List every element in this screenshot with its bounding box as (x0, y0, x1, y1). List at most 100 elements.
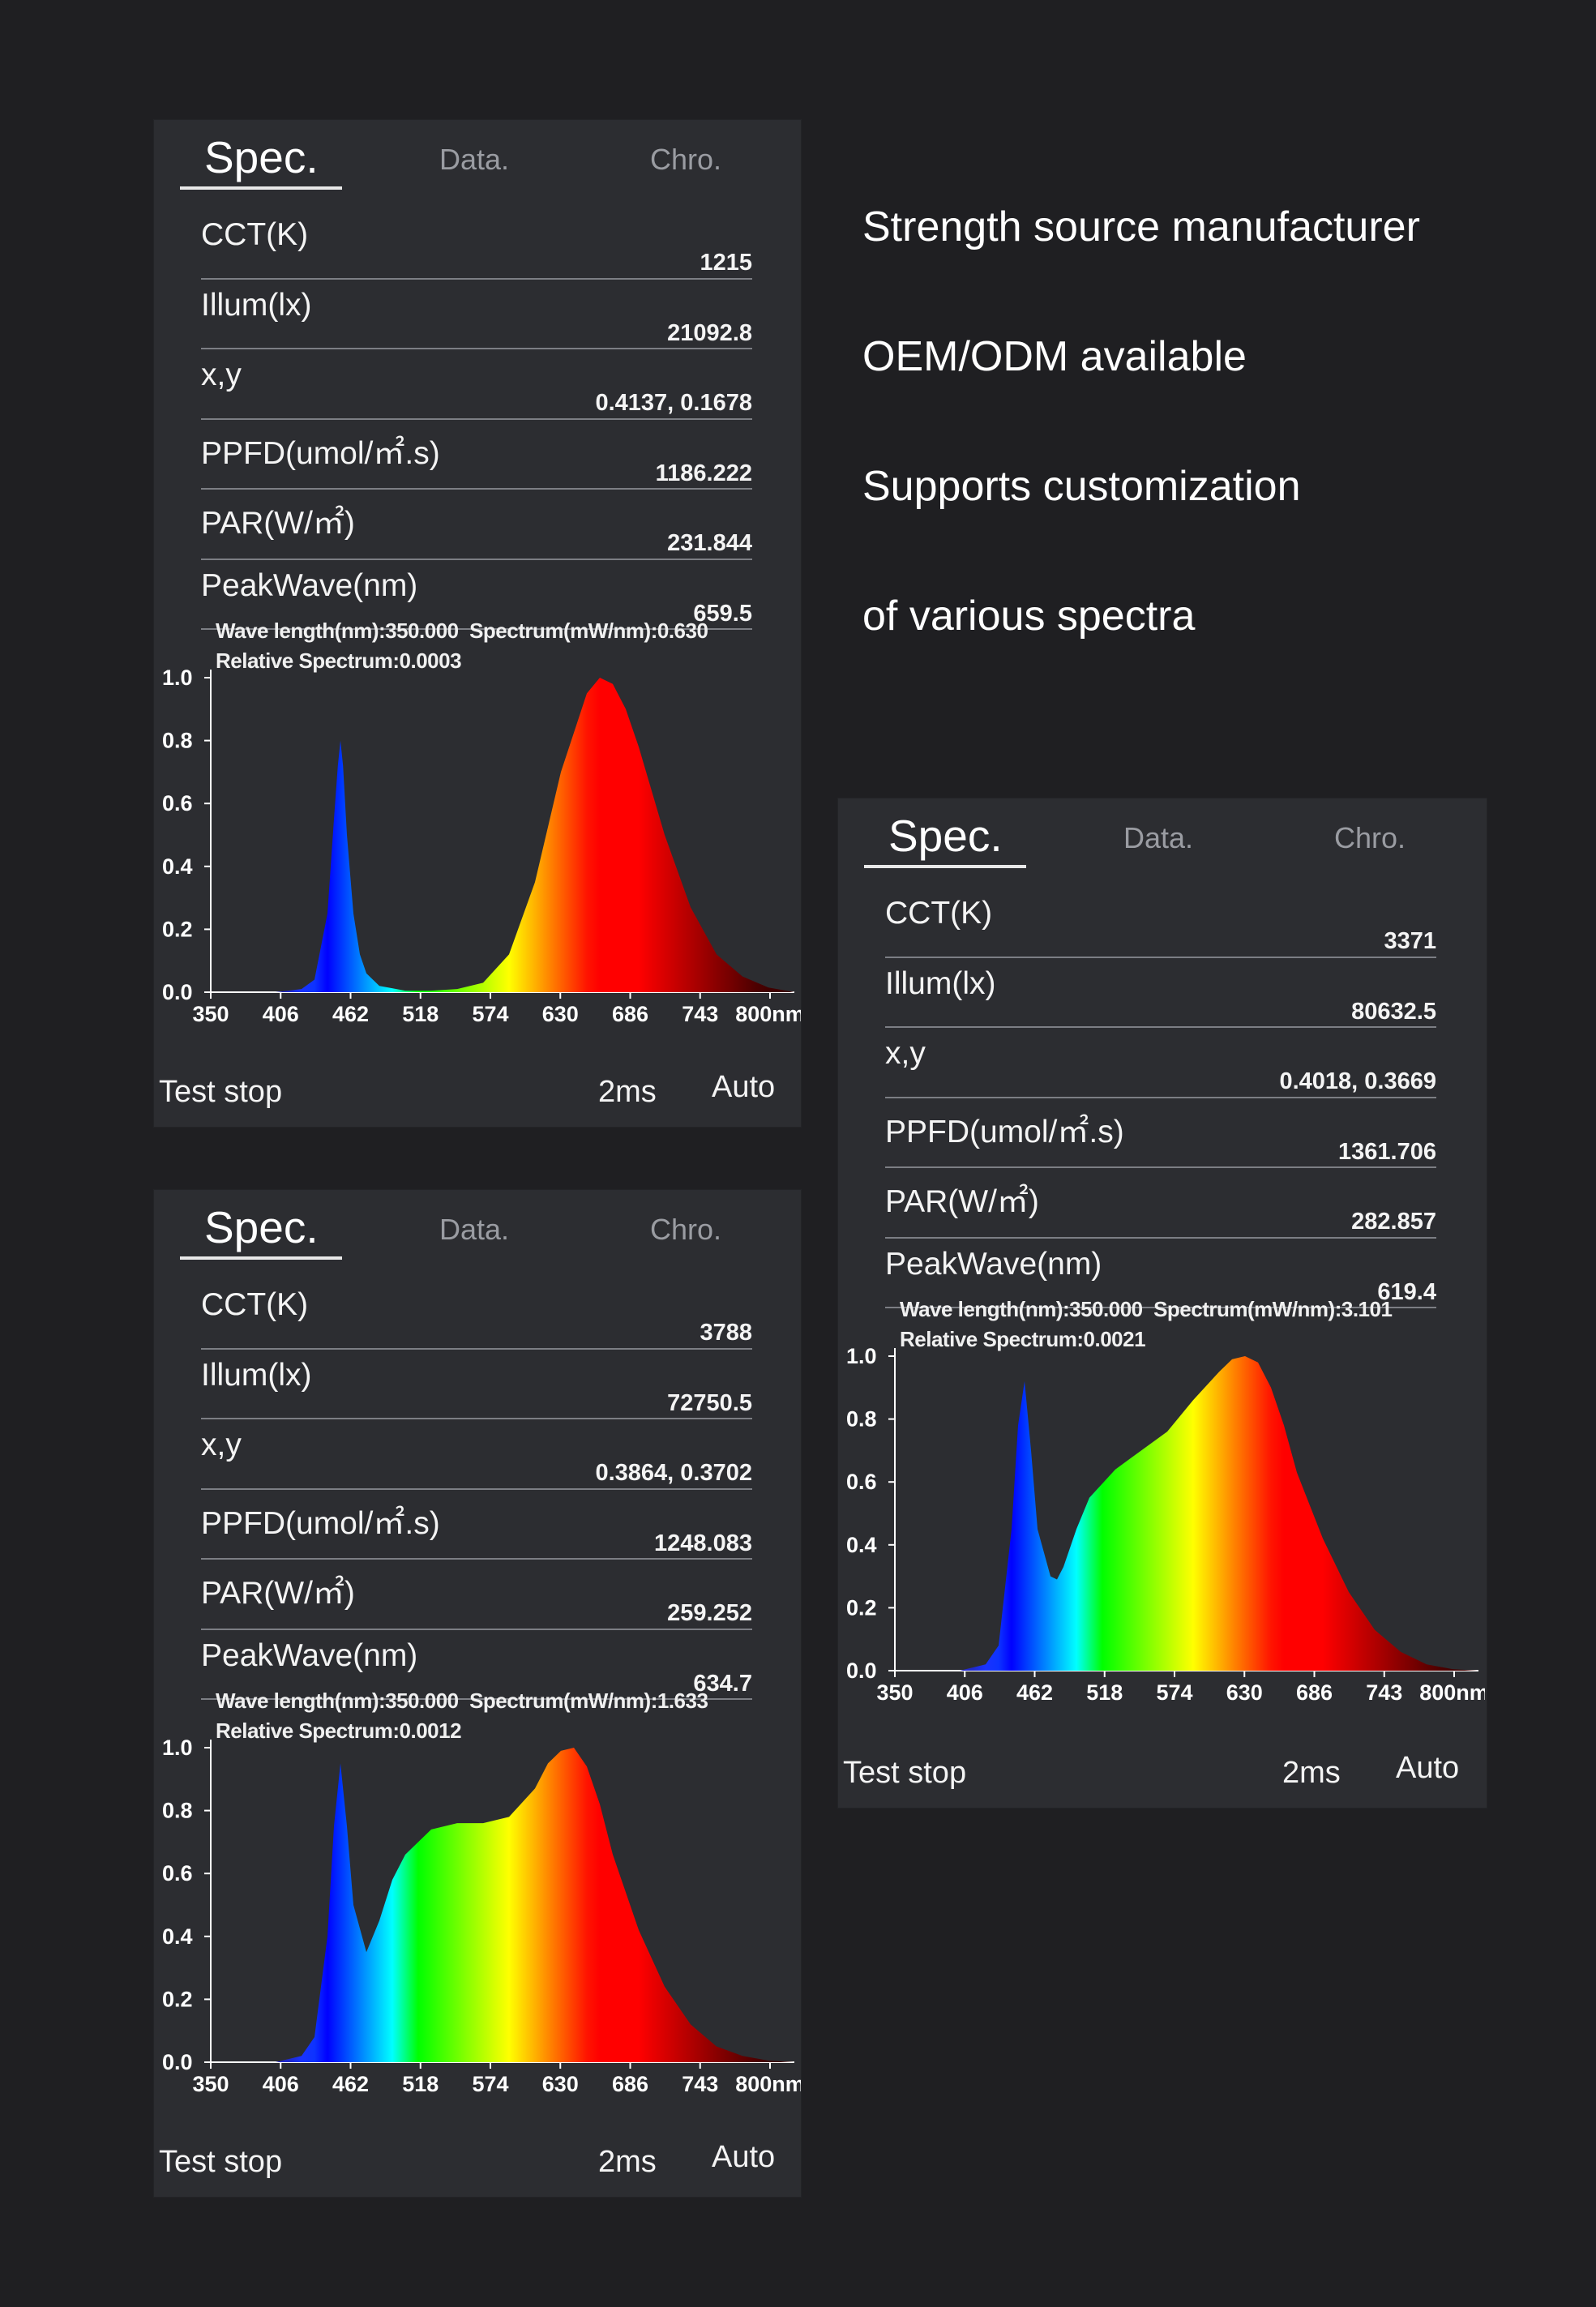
par-label: PAR(W/㎡) (201, 506, 355, 541)
x-tick-label: 686 (612, 1002, 648, 1026)
y-tick-label: 0.6 (162, 1861, 193, 1885)
illum-label: Illum(lx) (885, 965, 996, 1001)
promo-line-3: Supports customization (862, 463, 1301, 510)
peakwave-value: 634.7 (693, 1670, 752, 1697)
tab-data[interactable]: Data. (439, 143, 510, 176)
x-tick-label: 350 (192, 1002, 229, 1026)
tab-data[interactable]: Data. (439, 1213, 510, 1246)
integration-time[interactable]: 2ms (1282, 1756, 1341, 1790)
status-bar: Test stop 2ms Auto (154, 1062, 801, 1127)
peakwave-label: PeakWave(nm) (201, 1637, 418, 1673)
cct-label: CCT(K) (885, 896, 993, 931)
peakwave-value: 619.4 (1377, 1278, 1436, 1305)
ppfd-label: PPFD(umol/㎡.s) (885, 1114, 1124, 1149)
y-tick-label: 0.8 (846, 1407, 877, 1432)
active-tab-underline (864, 865, 1026, 868)
row-cct: CCT(K) 1215 (201, 209, 752, 280)
row-xy: x,y 0.4018, 0.3669 (885, 1028, 1436, 1098)
test-stop-button[interactable]: Test stop (159, 1075, 283, 1109)
x-tick-label: 686 (1296, 1680, 1333, 1705)
integration-time[interactable]: 2ms (598, 1075, 657, 1109)
row-ppfd: PPFD(umol/㎡.s) 1248.083 (201, 1490, 752, 1560)
tab-chro[interactable]: Chro. (650, 1213, 722, 1246)
xy-label: x,y (201, 1427, 242, 1462)
active-tab-underline (180, 1256, 342, 1260)
spectrum-readout: Spectrum(mW/nm):3.101 (1153, 1297, 1393, 1321)
spectrum-chart: 0.0 0.2 0.4 0.6 0.8 1.0 350 406 462 518 574 630 686 7… (154, 663, 801, 1052)
spectrum-chart: 0.0 0.2 0.4 0.6 0.8 1.0 350 406 462 518 574 630 686 7… (838, 1342, 1485, 1731)
cursor-readout: Wave length(nm):350.000 Spectrum(mW/nm):… (900, 1295, 1393, 1355)
x-tick-label: 743 (682, 2072, 718, 2096)
row-illum: Illum(lx) 80632.5 (885, 958, 1436, 1028)
relative-spectrum-readout: Relative Spectrum:0.0021 (900, 1327, 1146, 1351)
x-tick-label: 406 (263, 1002, 299, 1026)
row-cct: CCT(K) 3788 (201, 1279, 752, 1350)
x-tick-label: 406 (263, 2072, 299, 2096)
tab-spec[interactable]: Spec. (204, 1202, 319, 1252)
x-tick-label: 462 (332, 1002, 369, 1026)
x-tick-label: 350 (876, 1680, 913, 1705)
x-tick-label: 574 (1156, 1680, 1192, 1705)
spectrum-svg: 0.0 0.2 0.4 0.6 0.8 1.0 350 406 462 518 574 630 686 7… (162, 1736, 801, 2096)
status-bar: Test stop 2ms Auto (838, 1743, 1487, 1808)
cursor-readout: Wave length(nm):350.000 Spectrum(mW/nm):… (216, 616, 708, 676)
cct-value: 3371 (1384, 928, 1436, 954)
y-tick-label: 0.2 (162, 917, 193, 941)
x-tick-label: 800nm (735, 2072, 801, 2096)
tab-data[interactable]: Data. (1123, 821, 1194, 854)
x-tick-label: 518 (1086, 1680, 1123, 1705)
auto-mode-button[interactable]: Auto (712, 2140, 776, 2174)
cct-label: CCT(K) (201, 1287, 309, 1322)
spectrum-area (211, 678, 794, 992)
xy-value: 0.3864, 0.3702 (595, 1460, 752, 1486)
test-stop-button[interactable]: Test stop (159, 2145, 283, 2179)
y-tick-label: 0.8 (162, 729, 193, 753)
relative-spectrum-readout: Relative Spectrum:0.0003 (216, 648, 462, 673)
row-ppfd: PPFD(umol/㎡.s) 1186.222 (201, 420, 752, 490)
illum-value: 80632.5 (1351, 998, 1436, 1025)
y-tick-label: 1.0 (162, 1736, 193, 1760)
measurement-list: CCT(K) 3788 Illum(lx) 72750.5 x,y 0.3864, 0… (201, 1279, 752, 1700)
tab-spec[interactable]: Spec. (204, 132, 319, 182)
x-tick-label: 462 (1016, 1680, 1053, 1705)
wavelength-readout: Wave length(nm):350.000 (216, 618, 459, 643)
active-tab-underline (180, 186, 342, 190)
tab-chro[interactable]: Chro. (650, 143, 722, 176)
tab-chro[interactable]: Chro. (1334, 821, 1406, 854)
row-peakwave: PeakWave(nm) 659.5 (201, 560, 752, 630)
ppfd-label: PPFD(umol/㎡.s) (201, 1505, 440, 1541)
par-value: 231.844 (667, 530, 752, 556)
status-bar: Test stop 2ms Auto (154, 2132, 801, 2197)
test-stop-button[interactable]: Test stop (843, 1756, 967, 1790)
row-illum: Illum(lx) 21092.8 (201, 280, 752, 349)
spectrum-area (895, 1356, 1478, 1671)
ppfd-value: 1186.222 (655, 460, 752, 486)
xy-label: x,y (201, 357, 242, 392)
x-tick-label: 800nm (1419, 1680, 1485, 1705)
y-tick-label: 0.2 (846, 1595, 877, 1620)
integration-time[interactable]: 2ms (598, 2145, 657, 2179)
tab-spec[interactable]: Spec. (888, 811, 1003, 861)
auto-mode-button[interactable]: Auto (1396, 1751, 1460, 1785)
promo-line-1: Strength source manufacturer (862, 203, 1420, 250)
y-tick-label: 0.2 (162, 1987, 193, 2011)
xy-value: 0.4137, 0.1678 (595, 390, 752, 416)
cct-value: 1215 (700, 250, 752, 276)
ppfd-label: PPFD(umol/㎡.s) (201, 435, 440, 471)
illum-label: Illum(lx) (201, 1357, 312, 1393)
row-par: PAR(W/㎡) 259.252 (201, 1560, 752, 1630)
row-illum: Illum(lx) 72750.5 (201, 1350, 752, 1419)
row-xy: x,y 0.3864, 0.3702 (201, 1419, 752, 1490)
x-tick-label: 686 (612, 2072, 648, 2096)
spectrum-chart: 0.0 0.2 0.4 0.6 0.8 1.0 350 406 462 518 574 630 686 7… (154, 1733, 801, 2122)
y-tick-label: 0.6 (162, 791, 193, 815)
par-value: 282.857 (1351, 1209, 1436, 1235)
y-tick-label: 0.4 (846, 1533, 877, 1557)
y-tick-label: 0.0 (162, 2050, 193, 2074)
spectrum-svg: 0.0 0.2 0.4 0.6 0.8 1.0 350 406 462 518 574 630 686 7… (162, 666, 801, 1026)
spectrum-readout: Spectrum(mW/nm):0.630 (469, 618, 708, 643)
row-peakwave: PeakWave(nm) 634.7 (201, 1630, 752, 1700)
cct-label: CCT(K) (201, 217, 309, 252)
auto-mode-button[interactable]: Auto (712, 1070, 776, 1104)
x-tick-label: 743 (682, 1002, 718, 1026)
